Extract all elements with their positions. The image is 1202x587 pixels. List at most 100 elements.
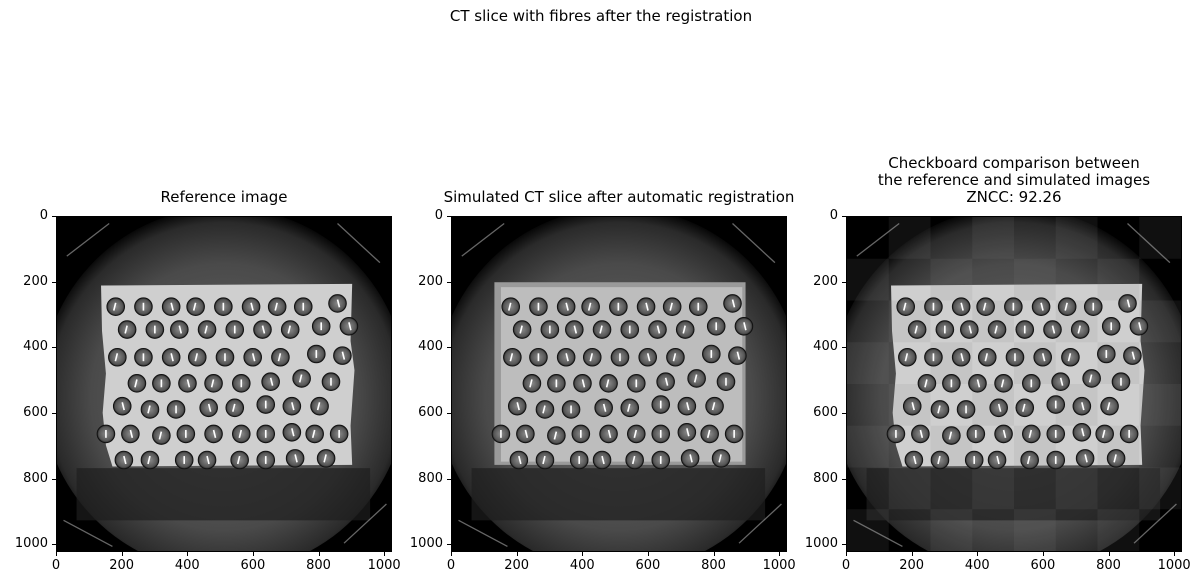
fibre xyxy=(305,424,324,444)
fibre xyxy=(907,320,927,339)
fibre xyxy=(152,426,171,445)
ct-image-checkerboard xyxy=(846,216,1182,552)
fibre-core xyxy=(112,302,117,311)
fibre xyxy=(1095,424,1114,444)
fibre-core xyxy=(298,374,303,383)
y-tick-mark xyxy=(447,544,451,546)
fibre-core xyxy=(627,403,631,412)
x-tick-mark xyxy=(318,552,320,556)
fibre-core xyxy=(232,403,236,412)
panel-title-line: Reference image xyxy=(160,188,288,206)
fibre xyxy=(1082,369,1101,388)
y-tick-mark xyxy=(52,412,56,414)
fibre-core xyxy=(542,405,546,414)
fibre xyxy=(261,372,280,392)
y-tick-mark xyxy=(842,544,846,546)
fibre-core xyxy=(607,429,612,439)
fibre xyxy=(282,396,302,416)
fibre-core xyxy=(553,431,558,440)
x-tick-mark xyxy=(846,552,847,556)
fibre xyxy=(638,347,657,367)
x-tick-label: 400 xyxy=(569,558,595,573)
fibre-core xyxy=(1084,454,1088,463)
fibre xyxy=(292,369,311,388)
fibre-core xyxy=(573,325,578,334)
fibre-core xyxy=(509,353,514,362)
fibre-core xyxy=(731,299,736,308)
fibre-core xyxy=(686,402,690,411)
x-tick-mark xyxy=(1174,552,1176,556)
fibre xyxy=(117,320,137,339)
fibre xyxy=(522,374,542,393)
y-tick-label: 1000 xyxy=(409,536,443,552)
fibre-core xyxy=(656,325,661,334)
fibre-core xyxy=(669,302,673,311)
fibre xyxy=(1021,424,1041,444)
fibre xyxy=(677,422,697,442)
fibre-core xyxy=(914,325,918,334)
fibre-core xyxy=(599,325,603,334)
fibre xyxy=(333,346,352,365)
fibre xyxy=(989,398,1008,418)
fibre-core xyxy=(682,325,687,334)
fibre xyxy=(565,320,584,339)
y-tick-mark xyxy=(447,478,451,480)
y-tick-mark xyxy=(52,216,56,217)
fibre-core xyxy=(204,325,208,334)
x-tick-label: 200 xyxy=(899,558,925,573)
fibre xyxy=(127,374,147,393)
fibre-core xyxy=(565,302,569,311)
panel-title-reference: Reference image xyxy=(0,189,452,206)
x-tick-mark xyxy=(582,552,584,556)
fibre xyxy=(662,297,682,316)
fibre xyxy=(976,297,995,316)
fibre xyxy=(648,320,667,339)
fibre-core xyxy=(645,302,649,311)
y-tick-label: 1000 xyxy=(804,536,838,552)
fibre-core xyxy=(1040,302,1044,311)
fibre-core xyxy=(631,455,636,465)
fibre-core xyxy=(124,325,128,334)
fibre-core xyxy=(1126,299,1131,308)
x-tick-label: 200 xyxy=(504,558,530,573)
panel-title-checkerboard: Checkboard comparison between the referen… xyxy=(786,155,1202,206)
fibre xyxy=(904,450,924,470)
fibre-core xyxy=(711,402,716,411)
fibre-core xyxy=(269,377,274,386)
fibre-core xyxy=(1000,379,1005,388)
fibre-core xyxy=(602,403,607,412)
fibre-core xyxy=(121,402,125,411)
fibre xyxy=(316,449,336,468)
fibre xyxy=(896,297,916,316)
fibre-core xyxy=(178,325,183,334)
y-tick-label: 0 xyxy=(434,208,443,223)
y-tick-mark xyxy=(447,412,451,414)
fibre-core xyxy=(274,302,278,311)
fibre xyxy=(666,347,685,367)
fibre xyxy=(186,297,205,316)
fibre xyxy=(282,422,302,442)
y-tick-label: 0 xyxy=(829,208,838,223)
fibre xyxy=(1100,396,1119,416)
fibre-core xyxy=(984,353,989,362)
fibre-core xyxy=(1113,454,1117,463)
fibre-core xyxy=(1081,402,1085,411)
fibre-core xyxy=(1028,429,1033,439)
x-tick-label: 800 xyxy=(306,558,331,573)
fibre xyxy=(328,294,347,313)
y-tick-mark xyxy=(52,347,56,349)
fibre-core xyxy=(960,353,964,362)
fibre-core xyxy=(960,302,964,311)
y-tick-label: 600 xyxy=(813,404,838,420)
panel-title-line: Checkboard comparison between xyxy=(888,154,1140,172)
fibre xyxy=(197,450,217,470)
y-tick-label: 1000 xyxy=(14,536,48,552)
y-tick-label: 800 xyxy=(418,470,443,486)
fibre-core xyxy=(718,454,722,463)
fibre-core xyxy=(982,302,987,311)
fibre-core xyxy=(1081,428,1085,437)
fibre xyxy=(930,400,950,419)
fibre-core xyxy=(706,429,711,439)
fibre-core xyxy=(114,353,119,362)
fibre-core xyxy=(210,379,215,388)
